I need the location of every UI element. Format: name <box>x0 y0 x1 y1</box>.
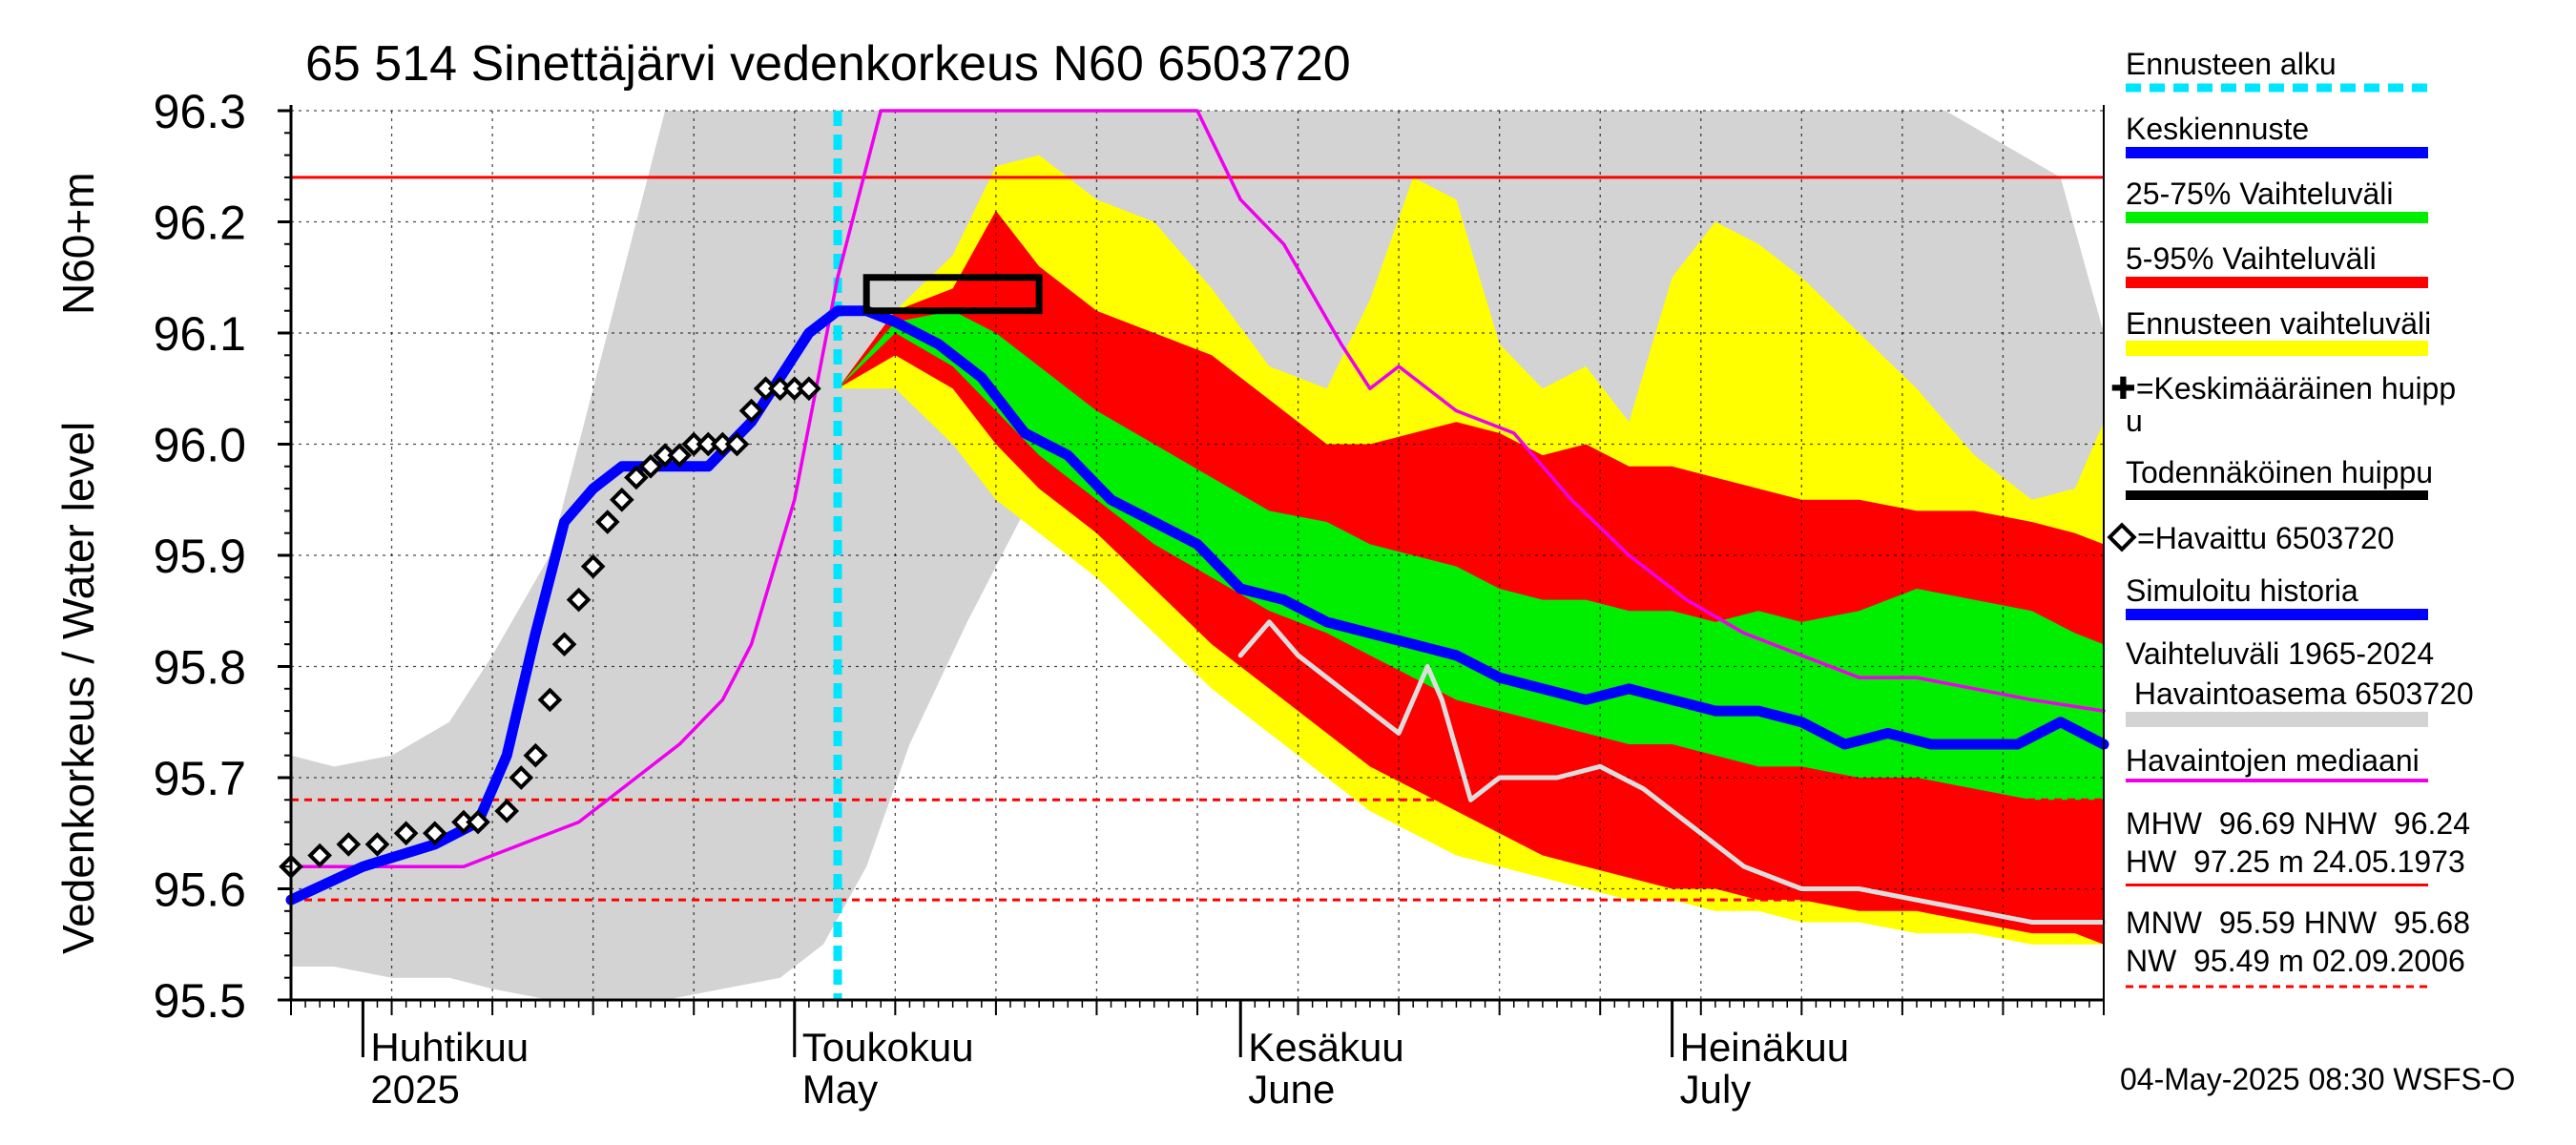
legend-range-5-95-swatch <box>2126 277 2428 288</box>
legend-observed-diamond-icon <box>2107 522 2137 552</box>
y-tick-label: 95.6 <box>154 864 246 917</box>
observed-markers <box>279 376 821 880</box>
observed-point <box>566 587 592 613</box>
axes-layer <box>278 105 2105 1057</box>
legend-probable-peak-swatch <box>2126 490 2428 500</box>
observed-point <box>393 821 419 846</box>
legend-nw-label: NW 95.49 m 02.09.2006 <box>2126 944 2465 978</box>
x-month-sublabel: June <box>1248 1067 1335 1112</box>
chart-title: 65 514 Sinettäjärvi vedenkorkeus N60 650… <box>305 36 1351 92</box>
probable-peak-box <box>862 274 1043 315</box>
y-tick-label: 95.8 <box>154 641 246 695</box>
x-month-sublabel: May <box>802 1067 878 1112</box>
observed-point <box>609 487 634 512</box>
legend-range-25-75-label: 25-75% Vaihteluväli <box>2126 177 2393 211</box>
legend-hw-label: HW 97.25 m 24.05.1973 <box>2126 844 2465 879</box>
legend-median-swatch <box>2126 779 2428 782</box>
y-tick-label: 96.2 <box>154 197 246 250</box>
legend-mean-peak-label-cont: u <box>2126 404 2143 438</box>
legend-observed-label: =Havaittu 6503720 <box>2137 521 2395 555</box>
legend-range-5-95-label: 5-95% Vaihteluväli <box>2126 241 2377 276</box>
observed-point <box>797 376 821 402</box>
observed-point <box>580 553 606 579</box>
x-month-label: Heinäkuu <box>1680 1025 1849 1070</box>
y-axis-label: Vedenkorkeus / Water level <box>53 422 103 954</box>
observed-point <box>307 843 332 868</box>
y-tick-label: 96.1 <box>154 307 246 361</box>
x-month-sublabel: 2025 <box>370 1067 459 1112</box>
observed-point <box>667 443 692 468</box>
x-month-sublabel: July <box>1680 1067 1752 1112</box>
x-month-label: Kesäkuu <box>1248 1025 1403 1070</box>
legend-mean-peak-label: ✚=Keskimääräinen huipp <box>2110 371 2456 406</box>
observed-point <box>364 832 390 857</box>
simulated-low-history-line <box>1237 619 2107 925</box>
y-axis-unit: N60+m <box>53 172 103 315</box>
observed-point <box>551 632 577 657</box>
legend-forecast-range-swatch <box>2126 341 2428 356</box>
observed-point <box>494 799 520 823</box>
legend-simulated-history-label: Simuloitu historia <box>2126 573 2358 608</box>
legend: Ennusteen alku Keskiennuste 25-75% Vaiht… <box>2107 47 2474 989</box>
legend-mean-forecast-swatch <box>2126 147 2428 158</box>
observed-point <box>738 398 764 424</box>
legend-median-label: Havaintojen mediaani <box>2126 743 2420 778</box>
x-month-label: Huhtikuu <box>370 1025 529 1070</box>
tick-labels: 95.5 95.6 95.7 95.8 95.9 96.0 96.1 96.2 96.3 Huht… <box>154 85 1849 1112</box>
range-25-75-band <box>838 310 2104 801</box>
legend-mhw-swatch <box>2126 884 2428 886</box>
observed-point <box>624 465 649 490</box>
legend-forecast-range-label: Ennusteen vaihteluväli <box>2126 306 2431 341</box>
y-tick-label: 95.7 <box>154 752 246 805</box>
footer-timestamp: 04-May-2025 08:30 WSFS-O <box>2120 1062 2515 1096</box>
observed-point <box>594 510 620 534</box>
mean-forecast-line <box>285 305 2109 906</box>
legend-mean-forecast-label: Keskiennuste <box>2126 112 2309 146</box>
y-tick-label: 96.3 <box>154 85 246 138</box>
observed-point <box>724 431 750 457</box>
observed-point <box>523 742 549 768</box>
legend-range-25-75-swatch <box>2126 212 2428 223</box>
legend-mnw-label: MNW 95.59 HNW 95.68 <box>2126 906 2470 940</box>
legend-forecast-start-label: Ennusteen alku <box>2126 47 2337 81</box>
y-tick-label: 96.0 <box>154 419 246 472</box>
observed-point <box>466 809 490 835</box>
series-lines <box>285 109 2109 1000</box>
observed-point <box>537 687 563 713</box>
legend-simulated-history-swatch <box>2126 609 2428 620</box>
y-tick-label: 95.5 <box>154 974 246 1028</box>
legend-hist-range-label-cont: Havaintoasema 6503720 <box>2126 677 2474 711</box>
legend-hist-range-label: Vaihteluväli 1965-2024 <box>2126 636 2434 671</box>
y-tick-label: 95.9 <box>154 530 246 583</box>
x-month-label: Toukokuu <box>802 1025 974 1070</box>
observed-point <box>422 821 447 846</box>
legend-mhw-label: MHW 96.69 NHW 96.24 <box>2126 806 2470 841</box>
observed-point <box>336 832 362 857</box>
observed-median-line <box>289 109 2106 868</box>
legend-probable-peak-label: Todennäköinen huippu <box>2126 455 2433 489</box>
observed-point <box>509 765 534 790</box>
reference-lines <box>291 176 2104 902</box>
legend-hist-range-swatch <box>2126 712 2428 727</box>
observed-point <box>638 453 663 479</box>
